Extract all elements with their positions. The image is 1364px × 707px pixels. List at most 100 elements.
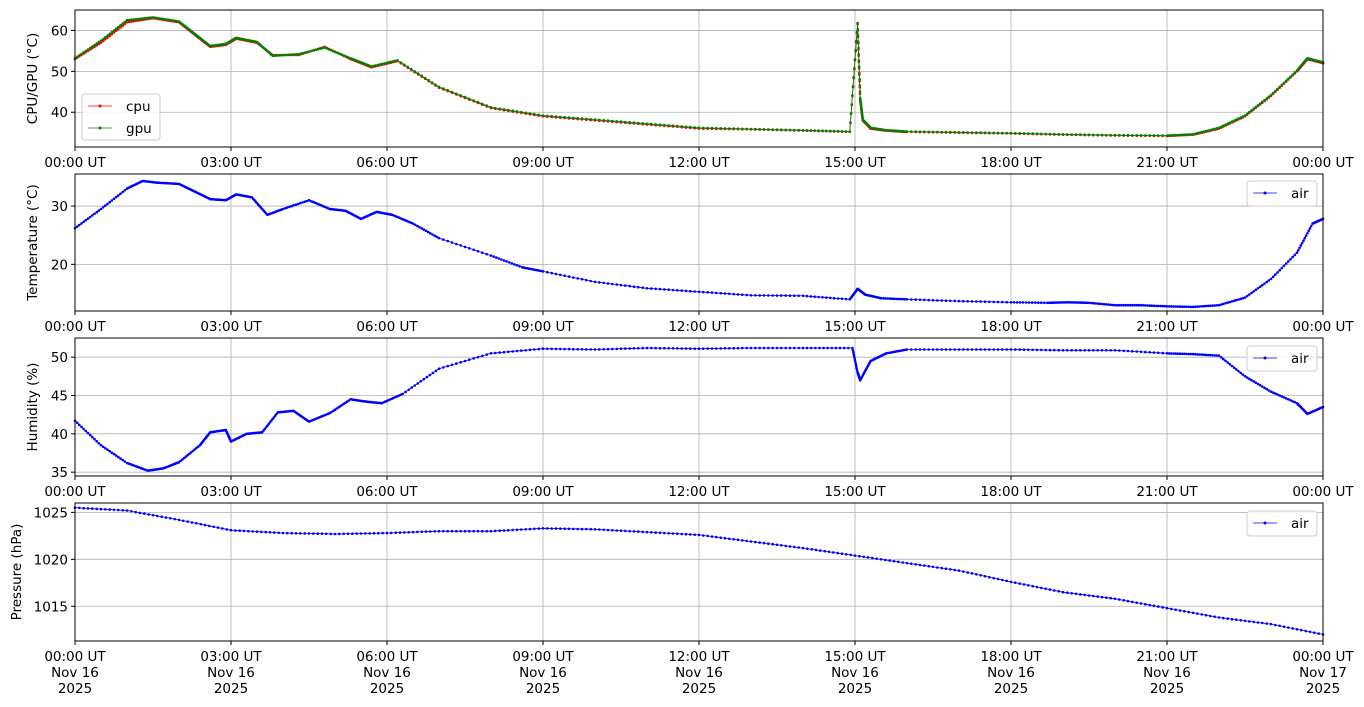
data-point-gpu	[336, 51, 339, 55]
data-point-air	[855, 367, 858, 370]
data-point-air	[1159, 304, 1162, 308]
data-point-air	[1243, 619, 1247, 623]
data-point-air	[1048, 588, 1052, 591]
data-point-air	[940, 348, 943, 351]
y-tick-label: 35	[51, 465, 68, 481]
data-point-air	[1235, 368, 1238, 371]
data-point-air	[1235, 298, 1238, 302]
data-point-gpu	[308, 50, 311, 53]
data-point-air	[754, 346, 757, 350]
y-tick-label: 40	[51, 427, 68, 443]
data-point-gpu	[104, 36, 107, 39]
data-point-air	[1276, 393, 1279, 396]
data-point-air	[1206, 353, 1210, 357]
data-point-air	[650, 287, 653, 290]
data-point-air	[80, 425, 83, 429]
data-point-air	[1098, 302, 1102, 306]
data-point-air	[814, 548, 818, 552]
data-point-air	[1165, 606, 1169, 610]
data-point-air	[75, 225, 79, 228]
data-point-air	[518, 265, 521, 268]
data-point-air	[455, 242, 458, 246]
data-point-air	[1265, 622, 1268, 625]
data-point-air	[767, 294, 770, 297]
data-point-air	[975, 300, 978, 303]
data-point-air	[903, 297, 907, 301]
data-point-air	[814, 346, 817, 350]
data-point-gpu	[340, 53, 344, 56]
data-point-air	[1289, 399, 1292, 402]
data-point-air	[502, 350, 506, 354]
data-point-air	[771, 346, 774, 350]
data-point-air	[931, 298, 935, 302]
data-point-air	[138, 511, 142, 515]
data-point-air	[1217, 616, 1221, 619]
data-point-air	[1261, 385, 1264, 388]
data-point-air	[572, 276, 575, 279]
data-point-air	[411, 530, 415, 534]
data-point-air	[563, 347, 566, 351]
data-point-air	[108, 508, 111, 511]
data-point-air	[826, 346, 829, 350]
data-point-air	[411, 222, 415, 225]
y-axis-title: CPU/GPU (°C)	[25, 33, 41, 124]
data-point-air	[732, 346, 735, 350]
data-point-air	[1157, 351, 1160, 355]
data-point-air	[1135, 350, 1138, 353]
data-point-gpu	[160, 17, 163, 21]
data-point-air	[255, 530, 259, 533]
data-point-air	[611, 282, 614, 286]
data-point-gpu	[1113, 133, 1117, 137]
data-point-gpu	[853, 66, 856, 70]
data-point-gpu	[136, 17, 140, 21]
data-point-air	[780, 544, 783, 547]
data-point-gpu	[1228, 121, 1232, 124]
data-point-air	[505, 260, 508, 263]
data-point-air	[949, 299, 952, 303]
data-point-gpu	[1287, 77, 1290, 80]
data-point-air	[446, 239, 450, 243]
data-point-air	[992, 576, 995, 580]
data-point-air	[1107, 303, 1110, 306]
data-point-gpu	[75, 55, 79, 59]
data-point-air	[1196, 305, 1199, 308]
data-point-gpu	[370, 65, 373, 68]
data-point-air	[422, 228, 426, 231]
data-point-air	[806, 547, 809, 550]
data-point-gpu	[1243, 114, 1247, 117]
data-point-air	[572, 527, 575, 531]
data-point-air	[1031, 348, 1034, 352]
data-point-gpu	[970, 131, 974, 134]
data-point-air	[728, 537, 731, 541]
data-point-air	[489, 352, 493, 355]
data-point-air	[1196, 353, 1199, 356]
data-point-air	[1254, 288, 1258, 292]
data-point-gpu	[1126, 133, 1130, 137]
data-point-air	[305, 199, 309, 203]
data-point-air	[745, 293, 748, 297]
data-point-air	[676, 347, 679, 350]
data-point-air	[1198, 305, 1201, 308]
data-point-air	[966, 348, 969, 351]
data-point-air	[741, 539, 744, 542]
data-point-air	[329, 532, 333, 536]
data-point-gpu	[463, 95, 467, 99]
data-point-gpu	[1135, 134, 1138, 137]
data-point-air	[403, 531, 406, 534]
data-point-gpu	[153, 16, 157, 20]
data-point-air	[940, 566, 943, 570]
data-point-gpu	[979, 131, 982, 134]
data-point-air	[515, 528, 519, 532]
data-point-air	[822, 346, 825, 350]
legend-label-gpu: gpu	[126, 121, 152, 137]
data-point-gpu	[1291, 73, 1294, 76]
data-point-air	[541, 270, 545, 273]
data-point-air	[1293, 400, 1297, 404]
data-point-gpu	[498, 107, 502, 110]
data-point-air	[697, 290, 701, 294]
data-point-air	[1150, 304, 1154, 308]
data-point-air	[576, 347, 579, 351]
data-point-air	[429, 530, 432, 533]
y-tick-label: 20	[51, 257, 68, 273]
data-point-air	[1310, 224, 1313, 228]
